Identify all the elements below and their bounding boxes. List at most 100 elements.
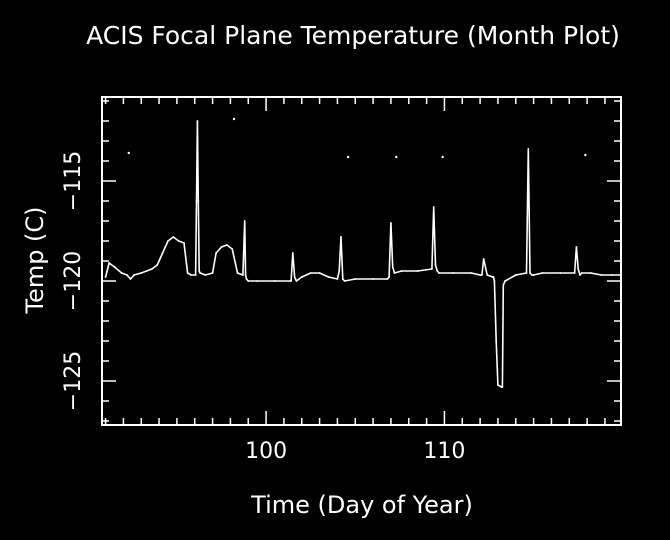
data-point [140,272,143,274]
data-point [177,240,180,242]
y-tick-label: −115 [61,151,86,211]
data-point [126,274,128,276]
data-point [452,272,455,274]
data-point [290,280,292,282]
data-point [274,280,276,282]
data-point [338,270,341,272]
data-point [502,284,505,286]
data-point [386,278,389,280]
data-point [530,274,533,276]
data-point [256,280,259,282]
data-point [495,340,498,342]
data-point [390,222,392,224]
data-point [354,278,357,280]
data-point [584,153,587,157]
data-point [400,270,403,272]
data-point [432,206,435,208]
data-point [196,120,199,122]
data-point [245,278,248,280]
data-point [492,276,495,278]
tick-labels: 100 110 −115 −120 −125 [61,151,465,464]
data-point [372,278,374,280]
data-point [231,248,234,250]
data-point [197,200,200,202]
data-point [211,272,214,274]
data-point [225,244,228,246]
data-point [479,274,482,276]
data-point [525,272,528,274]
data-point [589,272,592,274]
data-point [318,272,321,274]
data-point [559,272,562,274]
data-point [575,246,578,248]
data-point [291,252,294,254]
data-point [145,270,148,272]
data-point [580,272,583,274]
data-point [341,278,344,280]
data-point [127,151,130,155]
axis-ticks [102,97,621,425]
data-point [395,155,398,159]
data-point [300,276,303,278]
data-point [493,280,496,282]
data-point [293,276,296,278]
data-point [611,274,613,276]
series-line [104,120,620,388]
data-point [573,272,576,274]
data-point [527,148,530,150]
data-point [120,272,123,274]
data-point [327,276,330,278]
data-point [618,274,621,276]
data-point [497,384,499,386]
data-point [241,274,244,276]
data-point [204,274,207,276]
x-tick-label: 110 [423,439,465,464]
data-point [108,262,111,264]
data-point [156,264,159,266]
data-point [220,246,223,248]
data-point [244,274,247,276]
data-point [194,274,197,276]
data-point [393,272,396,274]
data-point [514,274,517,276]
data-point [436,270,439,272]
data-point [577,268,580,270]
data-point [438,272,440,274]
data-point [295,280,298,282]
data-point [151,268,153,270]
data-point [198,270,201,272]
data-point [340,236,342,238]
data-point [470,272,473,274]
x-tick-label: 100 [245,439,287,464]
data-point [532,274,535,276]
data-point [480,274,483,276]
data-point [167,240,169,242]
data-point [215,252,218,254]
data-point [388,276,391,278]
plot-frame [101,96,622,426]
y-axis-label: Temp (C) [21,206,49,314]
y-tick-label: −120 [61,251,86,311]
data-point [336,278,339,280]
data-point [113,266,116,268]
data-point [501,386,504,388]
data-marks [104,117,621,388]
data-point [431,268,433,270]
data-point [186,272,189,274]
data-point [172,236,175,238]
chart-title: ACIS Focal Plane Temperature (Month Plot… [86,21,620,50]
data-point [346,155,350,159]
data-point [161,252,164,254]
data-point [133,274,136,276]
data-point [343,280,346,282]
data-point [541,272,544,274]
data-point [579,274,581,276]
data-point [183,242,185,244]
data-point [600,274,603,276]
data-point [482,258,485,260]
data-point [247,280,250,282]
data-point [243,220,246,222]
data-point [232,117,236,121]
data-point [104,276,107,278]
